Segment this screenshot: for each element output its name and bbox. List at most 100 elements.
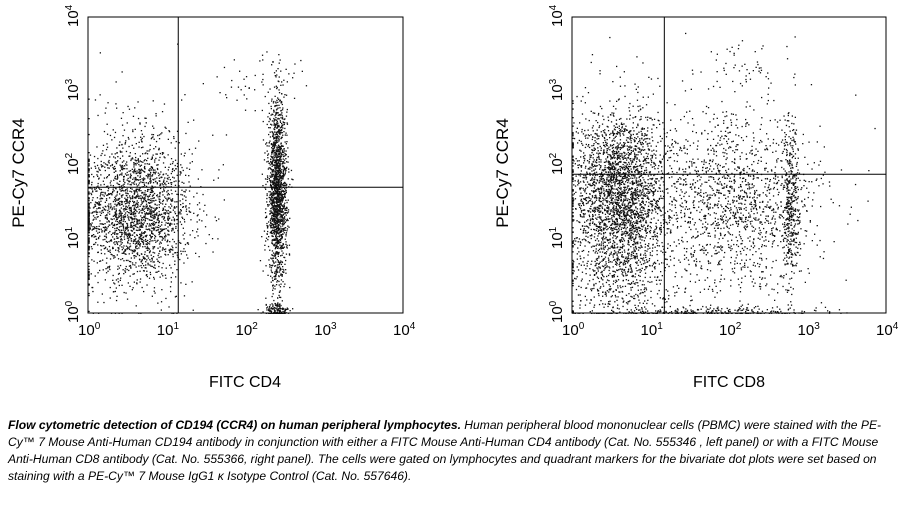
data-point (270, 218, 272, 220)
data-point (159, 246, 161, 248)
data-point (182, 206, 185, 208)
data-point (655, 145, 657, 147)
data-point (267, 230, 269, 233)
data-point (279, 147, 281, 149)
data-point (104, 112, 106, 114)
data-point (126, 235, 129, 238)
data-point (274, 206, 276, 208)
data-point (162, 275, 164, 277)
data-point (624, 262, 627, 264)
data-point (666, 301, 668, 303)
data-point (131, 188, 133, 190)
data-point (272, 182, 274, 184)
data-point (99, 94, 101, 96)
data-point (268, 142, 270, 144)
data-point (274, 177, 276, 179)
data-point (115, 279, 118, 281)
data-point (119, 245, 121, 247)
data-point (159, 196, 161, 198)
data-point (279, 159, 281, 161)
data-point (134, 239, 136, 241)
data-point (126, 190, 129, 192)
data-point (202, 83, 204, 85)
data-point (133, 220, 136, 222)
data-point (130, 257, 132, 259)
data-point (133, 222, 135, 224)
data-point (272, 156, 274, 159)
data-point (647, 210, 649, 212)
data-point (138, 236, 141, 239)
data-point (272, 259, 274, 262)
data-point (281, 125, 284, 127)
data-point (286, 228, 289, 230)
data-point (592, 174, 594, 177)
data-point (157, 224, 160, 227)
data-point (167, 216, 169, 218)
data-point (101, 223, 103, 225)
data-point (113, 165, 116, 168)
data-point (121, 216, 123, 218)
data-point (97, 237, 100, 240)
data-point (113, 255, 115, 257)
data-point (606, 177, 608, 179)
data-point (637, 180, 639, 182)
data-point (141, 222, 143, 225)
data-point (151, 156, 153, 158)
data-point (125, 226, 127, 228)
data-point (130, 234, 132, 236)
data-point (146, 259, 148, 261)
data-point (169, 207, 172, 209)
data-point (273, 119, 275, 122)
data-point (144, 152, 146, 155)
data-point (114, 230, 116, 232)
data-point (618, 127, 620, 130)
data-point (95, 210, 97, 212)
data-point (607, 186, 610, 188)
data-point (271, 170, 273, 172)
data-point (112, 226, 114, 228)
data-point (158, 200, 161, 202)
data-point (279, 127, 281, 129)
data-point (128, 203, 130, 205)
data-point (165, 248, 167, 250)
data-point (96, 262, 98, 264)
data-point (278, 100, 281, 102)
data-point (134, 191, 136, 194)
data-point (277, 226, 279, 229)
data-point (631, 211, 633, 213)
data-point (114, 231, 116, 234)
data-point (597, 121, 599, 124)
data-point (125, 192, 127, 194)
data-point (271, 211, 273, 213)
data-point (602, 135, 604, 137)
data-point (92, 226, 94, 228)
data-point (276, 194, 279, 196)
data-point (135, 156, 137, 159)
data-point (278, 104, 280, 106)
data-point (198, 256, 200, 258)
data-point (277, 141, 279, 143)
data-point (88, 182, 90, 184)
data-point (180, 250, 182, 252)
data-point (244, 85, 247, 87)
data-point (275, 239, 277, 242)
data-point (271, 192, 273, 194)
data-point (133, 181, 136, 183)
data-point (614, 199, 616, 201)
data-point (280, 126, 282, 129)
data-point (122, 194, 124, 196)
data-point (108, 210, 111, 213)
data-point (267, 168, 269, 170)
data-point (126, 179, 128, 181)
data-point (273, 204, 275, 207)
data-point (283, 308, 285, 310)
data-point (96, 208, 98, 210)
data-point (640, 130, 642, 133)
data-point (169, 211, 171, 213)
data-point (274, 205, 277, 207)
data-point (652, 244, 654, 246)
data-point (123, 176, 125, 178)
data-point (108, 241, 110, 243)
data-point (271, 64, 273, 66)
data-point (143, 208, 145, 210)
